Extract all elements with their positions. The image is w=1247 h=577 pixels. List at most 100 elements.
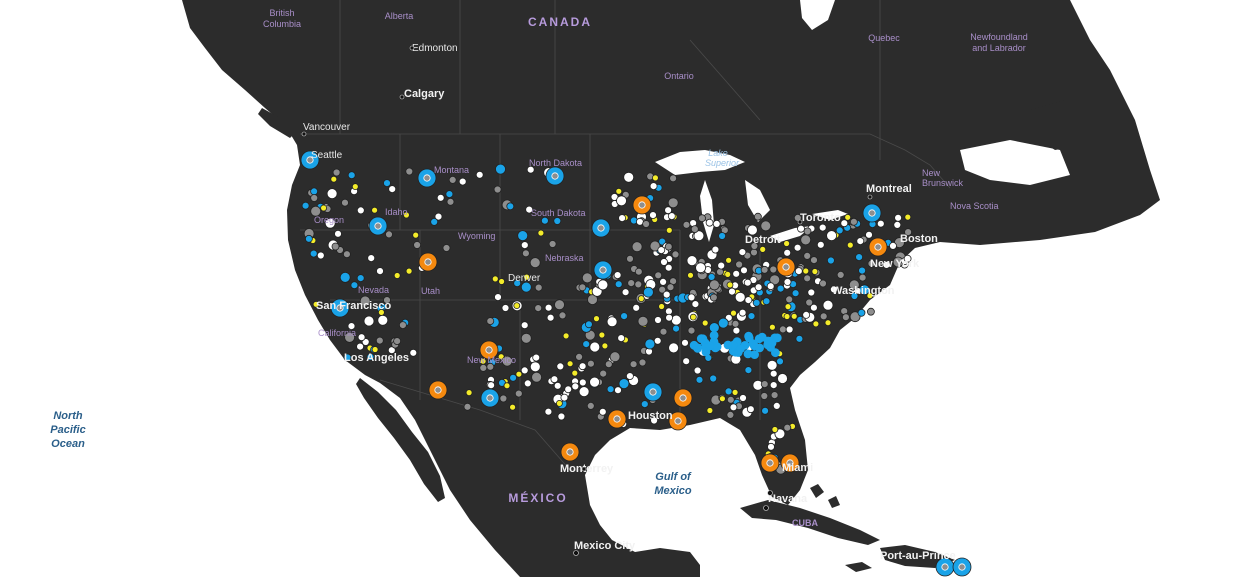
- site-marker[interactable]: [810, 256, 818, 265]
- site-marker[interactable]: [812, 320, 820, 328]
- site-marker[interactable]: [752, 298, 761, 307]
- site-marker[interactable]: [659, 277, 667, 286]
- site-marker-center[interactable]: [306, 156, 314, 164]
- site-marker[interactable]: [842, 313, 850, 322]
- site-marker[interactable]: [836, 270, 845, 279]
- site-marker[interactable]: [582, 340, 591, 349]
- site-marker-center[interactable]: [674, 417, 682, 425]
- site-marker-center[interactable]: [941, 563, 949, 571]
- site-marker[interactable]: [520, 332, 532, 344]
- site-marker[interactable]: [803, 274, 812, 283]
- site-marker[interactable]: [682, 357, 691, 366]
- site-marker[interactable]: [320, 204, 328, 212]
- site-marker[interactable]: [412, 231, 420, 239]
- site-marker-center[interactable]: [868, 209, 876, 217]
- site-marker[interactable]: [342, 250, 351, 259]
- site-marker[interactable]: [517, 230, 529, 242]
- site-marker[interactable]: [726, 410, 735, 419]
- site-marker[interactable]: [566, 360, 574, 368]
- site-marker[interactable]: [371, 346, 379, 353]
- site-marker[interactable]: [783, 423, 792, 432]
- site-marker[interactable]: [776, 357, 784, 366]
- site-marker[interactable]: [695, 262, 706, 274]
- site-marker[interactable]: [724, 387, 733, 396]
- site-marker[interactable]: [731, 388, 739, 396]
- site-marker[interactable]: [707, 273, 716, 281]
- site-marker[interactable]: [616, 195, 627, 207]
- site-marker[interactable]: [475, 170, 484, 179]
- site-marker[interactable]: [681, 338, 689, 347]
- site-marker[interactable]: [717, 317, 729, 329]
- site-marker[interactable]: [494, 293, 502, 302]
- site-marker[interactable]: [865, 230, 873, 239]
- site-marker[interactable]: [858, 273, 867, 282]
- site-marker[interactable]: [578, 362, 587, 371]
- site-marker[interactable]: [803, 251, 812, 260]
- site-marker[interactable]: [617, 334, 626, 343]
- site-marker[interactable]: [609, 351, 621, 363]
- site-marker[interactable]: [654, 316, 662, 324]
- site-marker[interactable]: [666, 283, 675, 292]
- site-marker[interactable]: [738, 308, 747, 317]
- site-marker[interactable]: [724, 270, 732, 278]
- site-marker[interactable]: [717, 261, 726, 270]
- site-marker[interactable]: [531, 371, 542, 383]
- site-marker-center[interactable]: [424, 258, 432, 266]
- site-marker[interactable]: [776, 284, 785, 293]
- site-marker-center[interactable]: [782, 263, 790, 271]
- site-marker[interactable]: [709, 279, 720, 291]
- site-marker[interactable]: [534, 304, 543, 313]
- site-marker[interactable]: [657, 246, 666, 255]
- site-marker[interactable]: [904, 213, 912, 221]
- site-marker-center[interactable]: [485, 346, 493, 354]
- site-marker[interactable]: [769, 265, 778, 274]
- site-marker[interactable]: [375, 336, 384, 345]
- site-marker[interactable]: [520, 366, 529, 375]
- site-marker[interactable]: [501, 304, 510, 312]
- site-marker[interactable]: [712, 342, 722, 352]
- site-marker[interactable]: [614, 386, 622, 395]
- site-marker[interactable]: [520, 321, 529, 330]
- site-marker[interactable]: [356, 342, 365, 351]
- site-marker[interactable]: [618, 378, 630, 390]
- site-marker[interactable]: [705, 218, 714, 227]
- site-marker[interactable]: [347, 171, 356, 180]
- site-marker[interactable]: [553, 381, 562, 390]
- site-marker[interactable]: [857, 308, 866, 317]
- site-marker[interactable]: [740, 266, 748, 275]
- site-marker[interactable]: [501, 355, 513, 367]
- site-marker[interactable]: [849, 311, 861, 323]
- site-marker[interactable]: [664, 242, 673, 251]
- site-marker[interactable]: [705, 341, 715, 351]
- site-marker-center[interactable]: [551, 172, 559, 180]
- site-marker[interactable]: [738, 248, 747, 257]
- site-marker[interactable]: [598, 331, 606, 339]
- site-marker[interactable]: [601, 342, 609, 350]
- site-marker[interactable]: [822, 299, 834, 311]
- site-marker[interactable]: [802, 267, 810, 275]
- site-marker[interactable]: [760, 220, 772, 232]
- site-marker[interactable]: [532, 353, 541, 362]
- site-marker[interactable]: [664, 263, 673, 272]
- site-marker[interactable]: [689, 313, 697, 321]
- site-marker[interactable]: [520, 241, 529, 250]
- site-marker[interactable]: [402, 211, 410, 219]
- site-marker[interactable]: [324, 217, 336, 229]
- site-marker[interactable]: [770, 391, 779, 400]
- site-marker[interactable]: [784, 303, 792, 311]
- site-marker[interactable]: [654, 271, 663, 280]
- site-marker[interactable]: [665, 313, 673, 322]
- site-marker[interactable]: [695, 375, 704, 384]
- site-marker[interactable]: [334, 229, 342, 238]
- site-marker[interactable]: [479, 363, 488, 372]
- site-marker[interactable]: [632, 303, 641, 312]
- site-marker[interactable]: [729, 403, 738, 412]
- site-marker[interactable]: [672, 324, 680, 333]
- site-marker[interactable]: [614, 280, 623, 289]
- site-marker[interactable]: [564, 385, 573, 394]
- site-marker[interactable]: [581, 272, 593, 284]
- site-marker[interactable]: [589, 376, 600, 388]
- site-marker[interactable]: [409, 348, 418, 357]
- site-marker[interactable]: [848, 279, 860, 291]
- site-marker[interactable]: [650, 416, 658, 425]
